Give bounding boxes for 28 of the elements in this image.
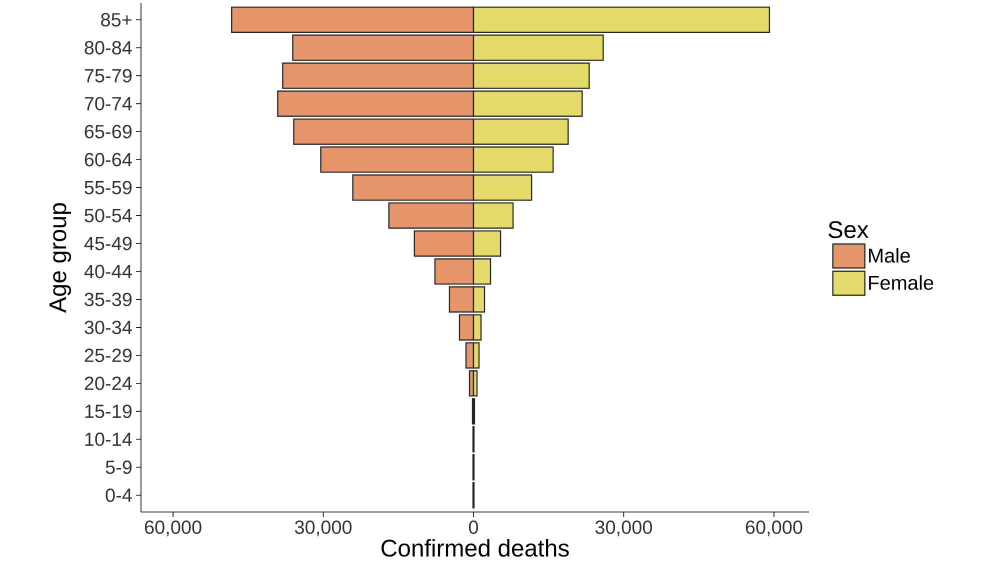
y-tick-label: 50-54: [84, 208, 132, 222]
y-axis-title: Age group: [50, 203, 72, 313]
legend-title: Sex: [828, 221, 869, 238]
y-tick-label: 45-49: [84, 236, 132, 250]
y-tick-label: 80-84: [84, 41, 132, 54]
y-tick-label: 35-39: [84, 292, 132, 306]
y-tick-label: 65-69: [84, 124, 132, 138]
y-tick-label: 30-34: [84, 320, 132, 334]
y-tick-label: 15-19: [85, 404, 132, 418]
x-axis-title: Confirmed deaths: [382, 539, 569, 557]
x-tick-label: 0: [468, 520, 478, 534]
y-tick-label: 20-24: [84, 376, 132, 390]
x-tick-label: 30,000: [294, 520, 352, 536]
x-tick-label: 60,000: [746, 520, 802, 536]
y-tick-label: 40-44: [84, 264, 132, 278]
y-tick-label: 70-74: [84, 96, 132, 110]
y-tick-label: 5-9: [106, 460, 132, 474]
y-tick-label: 85+: [101, 13, 132, 27]
y-tick-label: 0-4: [106, 488, 132, 502]
y-tick-label: 25-29: [84, 348, 132, 362]
legend-label: Male: [869, 248, 910, 263]
y-tick-label: 75-79: [84, 68, 132, 82]
x-tick-label: 30,000: [595, 520, 652, 536]
y-tick-label: 55-59: [84, 180, 132, 194]
y-tick-label: 10-14: [85, 432, 132, 446]
x-tick-label: 60,000: [144, 520, 202, 536]
y-tick-label: 60-64: [84, 152, 132, 166]
legend-label: Female: [869, 275, 934, 290]
